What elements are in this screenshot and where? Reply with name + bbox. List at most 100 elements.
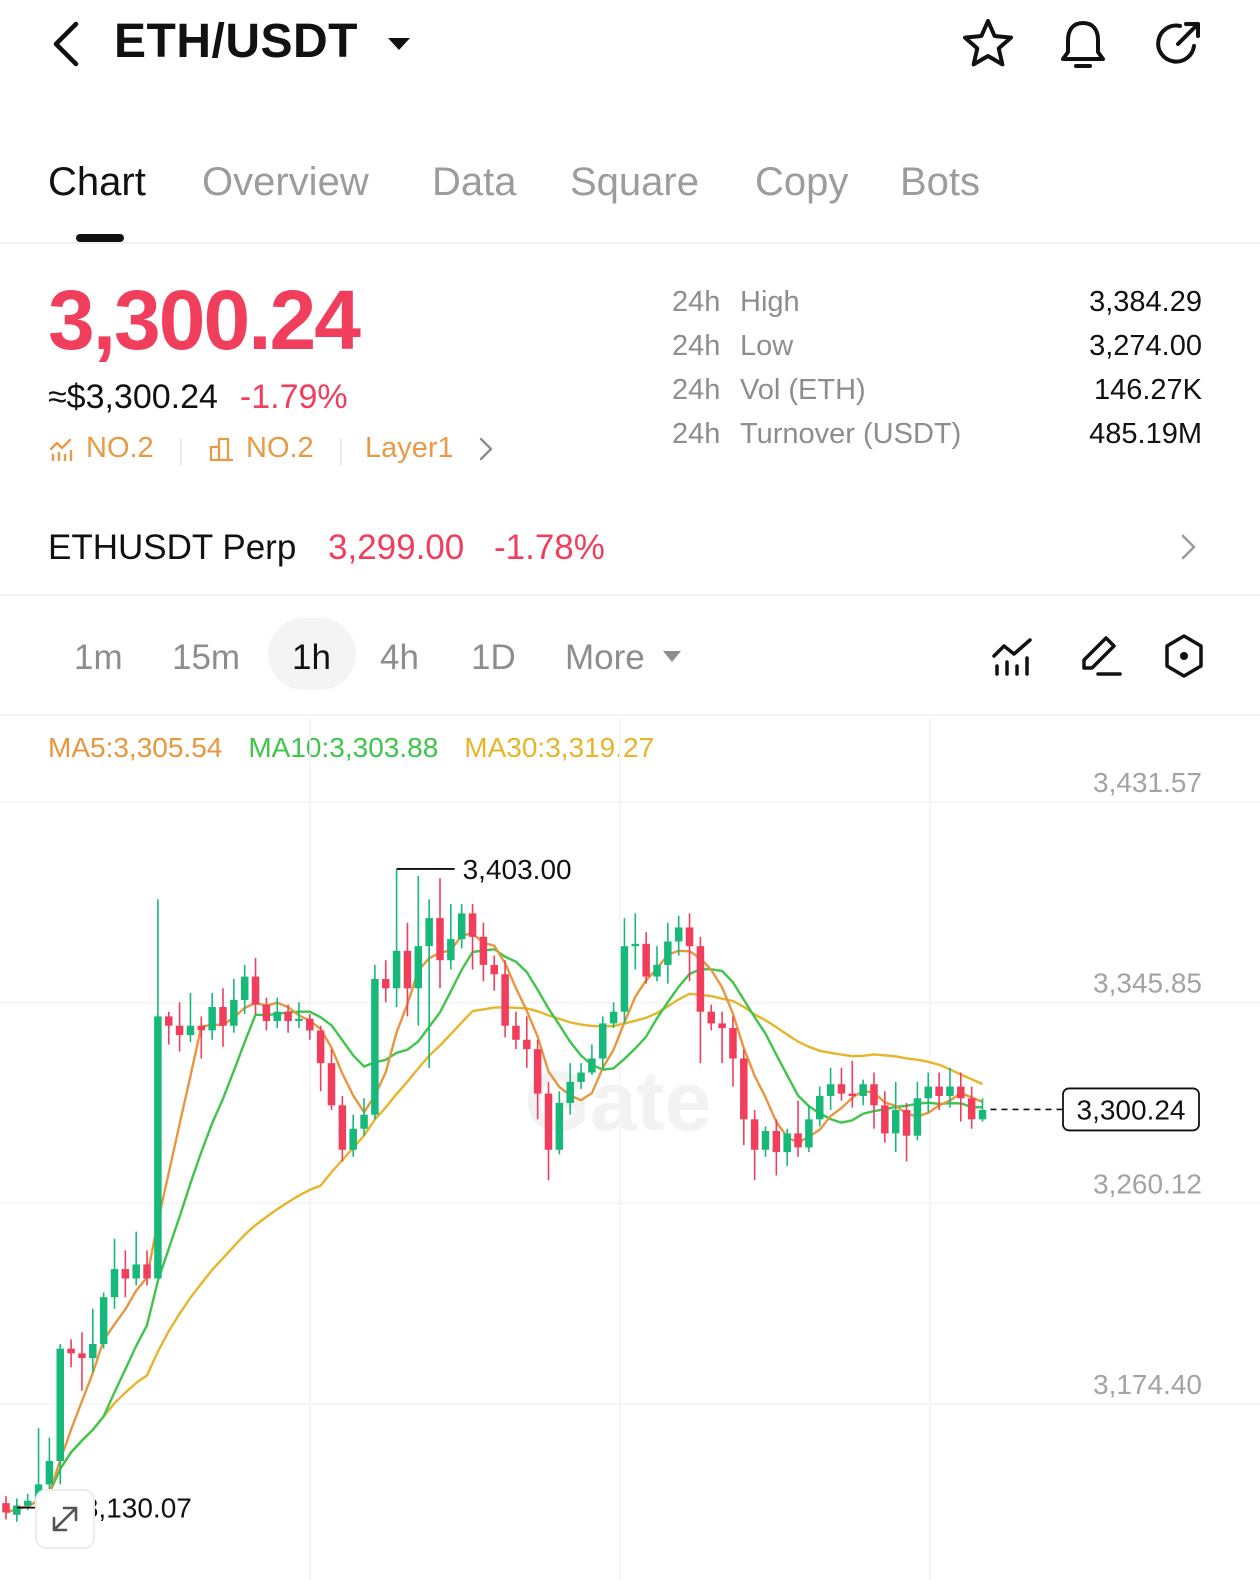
candle-body-down	[642, 943, 650, 977]
ma30-line	[5, 992, 983, 1514]
price-change: -1.79%	[239, 378, 348, 416]
candle-body-up	[273, 1011, 281, 1022]
interval-more[interactable]: More	[565, 638, 645, 677]
more-caret-icon[interactable]	[662, 650, 682, 664]
tag-volume-rank[interactable]: NO.2	[208, 432, 314, 465]
candle-body-up	[566, 1081, 574, 1103]
candle-body-up	[674, 927, 683, 942]
tag-rank[interactable]: NO.2	[48, 432, 154, 465]
last-price-label: 3,300.24	[1077, 1094, 1186, 1125]
expand-icon	[52, 1506, 78, 1532]
interval-1m[interactable]: 1m	[74, 638, 123, 677]
candle-body-up	[89, 1343, 97, 1359]
last-price-box	[1062, 1087, 1200, 1132]
ma10-legend: MA10:3,303.88	[248, 732, 439, 763]
tag-category[interactable]: Layer1	[365, 432, 496, 465]
ma10-line	[5, 947, 983, 1514]
candle-body-up	[599, 1023, 607, 1059]
active-interval-pill	[268, 618, 356, 690]
candle-body-up	[924, 1086, 932, 1099]
candle-body-up	[99, 1297, 108, 1344]
candle-body-down	[740, 1058, 748, 1120]
top-bar: ETH/USDT	[0, 0, 1260, 100]
share-icon[interactable]	[1150, 16, 1206, 72]
candle-body-up	[45, 1460, 54, 1485]
y-tick-label: 3,174.40	[1093, 1369, 1202, 1400]
candle-body-up	[664, 941, 672, 965]
interval-15m[interactable]: 15m	[172, 638, 241, 677]
candle-body-up	[913, 1098, 922, 1136]
candle-body-down	[501, 974, 509, 1026]
stats-24h: 24h High 3,384.29 24h Low 3,274.00 24h V…	[672, 286, 1204, 462]
tag-category-label: Layer1	[365, 432, 454, 464]
candle-body-down	[468, 913, 477, 937]
chart-canvas[interactable]: 3,431.57 3,345.85 3,260.12 3,174.40 Gate 3,40…	[0, 718, 1260, 1580]
stat-row-high: 24h High 3,384.29	[672, 286, 1204, 330]
candle-body-up	[240, 976, 249, 1000]
tab-data[interactable]: Data	[432, 160, 517, 204]
indicator-icon[interactable]	[988, 632, 1036, 680]
candle-body-up	[978, 1109, 987, 1120]
tab-chart[interactable]: Chart	[48, 160, 146, 204]
chevron-right-icon	[1181, 534, 1196, 560]
candle-body-down	[718, 1023, 726, 1029]
candle-body-down	[262, 1004, 271, 1022]
star-icon[interactable]	[960, 16, 1016, 72]
tab-bots[interactable]: Bots	[900, 160, 981, 204]
candle-body-up	[577, 1072, 585, 1082]
tag-divider	[180, 438, 182, 466]
ma5-line	[5, 932, 983, 1514]
candle-body-up	[392, 950, 401, 989]
candlestick-chart[interactable]: MA5:3,305.54 MA10:3,303.88 MA30:3,319.27 3…	[0, 718, 1260, 1580]
bell-icon[interactable]	[1055, 16, 1111, 72]
candle-body-up	[859, 1084, 867, 1096]
candle-body-down	[403, 950, 412, 989]
candle-body-up	[588, 1058, 596, 1073]
candle-body-up	[891, 1109, 900, 1134]
candle-body-up	[555, 1102, 564, 1150]
stat-value: 3,384.29	[1089, 286, 1202, 318]
interval-1d[interactable]: 1D	[471, 638, 516, 677]
candle-body-down	[436, 918, 444, 961]
candle-body-down	[544, 1093, 553, 1150]
tab-copy[interactable]: Copy	[755, 160, 849, 204]
tab-overview[interactable]: Overview	[202, 160, 369, 204]
candle-body-down	[523, 1039, 531, 1050]
candle-body-up	[946, 1086, 954, 1096]
candle-body-down	[306, 1018, 314, 1031]
y-tick-label: 3,345.85	[1093, 968, 1202, 999]
stat-row-volume: 24h Vol (ETH) 146.27K	[672, 374, 1204, 418]
candle-body-up	[360, 1114, 368, 1129]
pair-title[interactable]: ETH/USDT	[114, 15, 358, 68]
candle-body-up	[23, 1500, 32, 1506]
candle-body-down	[2, 1503, 10, 1513]
candle-body-down	[175, 1025, 184, 1036]
candle-body-up	[13, 1505, 21, 1515]
chart-settings-icon[interactable]	[1160, 632, 1208, 680]
candle-body-down	[143, 1264, 151, 1279]
stat-label: Vol (ETH)	[740, 374, 866, 406]
stat-label: High	[740, 286, 800, 318]
candle-body-down	[837, 1084, 846, 1094]
candle-body-down	[490, 964, 498, 975]
last-price: 3,300.24	[48, 273, 361, 367]
interval-4h[interactable]: 4h	[380, 638, 419, 677]
interval-1h[interactable]: 1h	[292, 638, 331, 677]
dropdown-caret-icon[interactable]	[386, 34, 412, 54]
back-icon[interactable]	[44, 18, 88, 70]
candle-body-down	[121, 1269, 130, 1279]
candle-body-up	[186, 1025, 195, 1036]
candle-body-down	[967, 1098, 976, 1120]
tab-square[interactable]: Square	[570, 160, 699, 204]
candle-body-down	[338, 1105, 347, 1150]
candle-body-up	[620, 946, 629, 1012]
stat-prefix: 24h	[672, 418, 721, 450]
candle-body-down	[251, 976, 260, 1005]
candle-body-up	[349, 1128, 357, 1150]
draw-pen-icon[interactable]	[1076, 632, 1124, 680]
high-marker-label: 3,403.00	[463, 854, 572, 885]
candle-body-down	[165, 1016, 173, 1026]
candle-body-down	[794, 1133, 802, 1148]
candle-body-down	[533, 1049, 542, 1094]
perp-row[interactable]: ETHUSDT Perp 3,299.00 -1.78%	[0, 500, 1260, 596]
